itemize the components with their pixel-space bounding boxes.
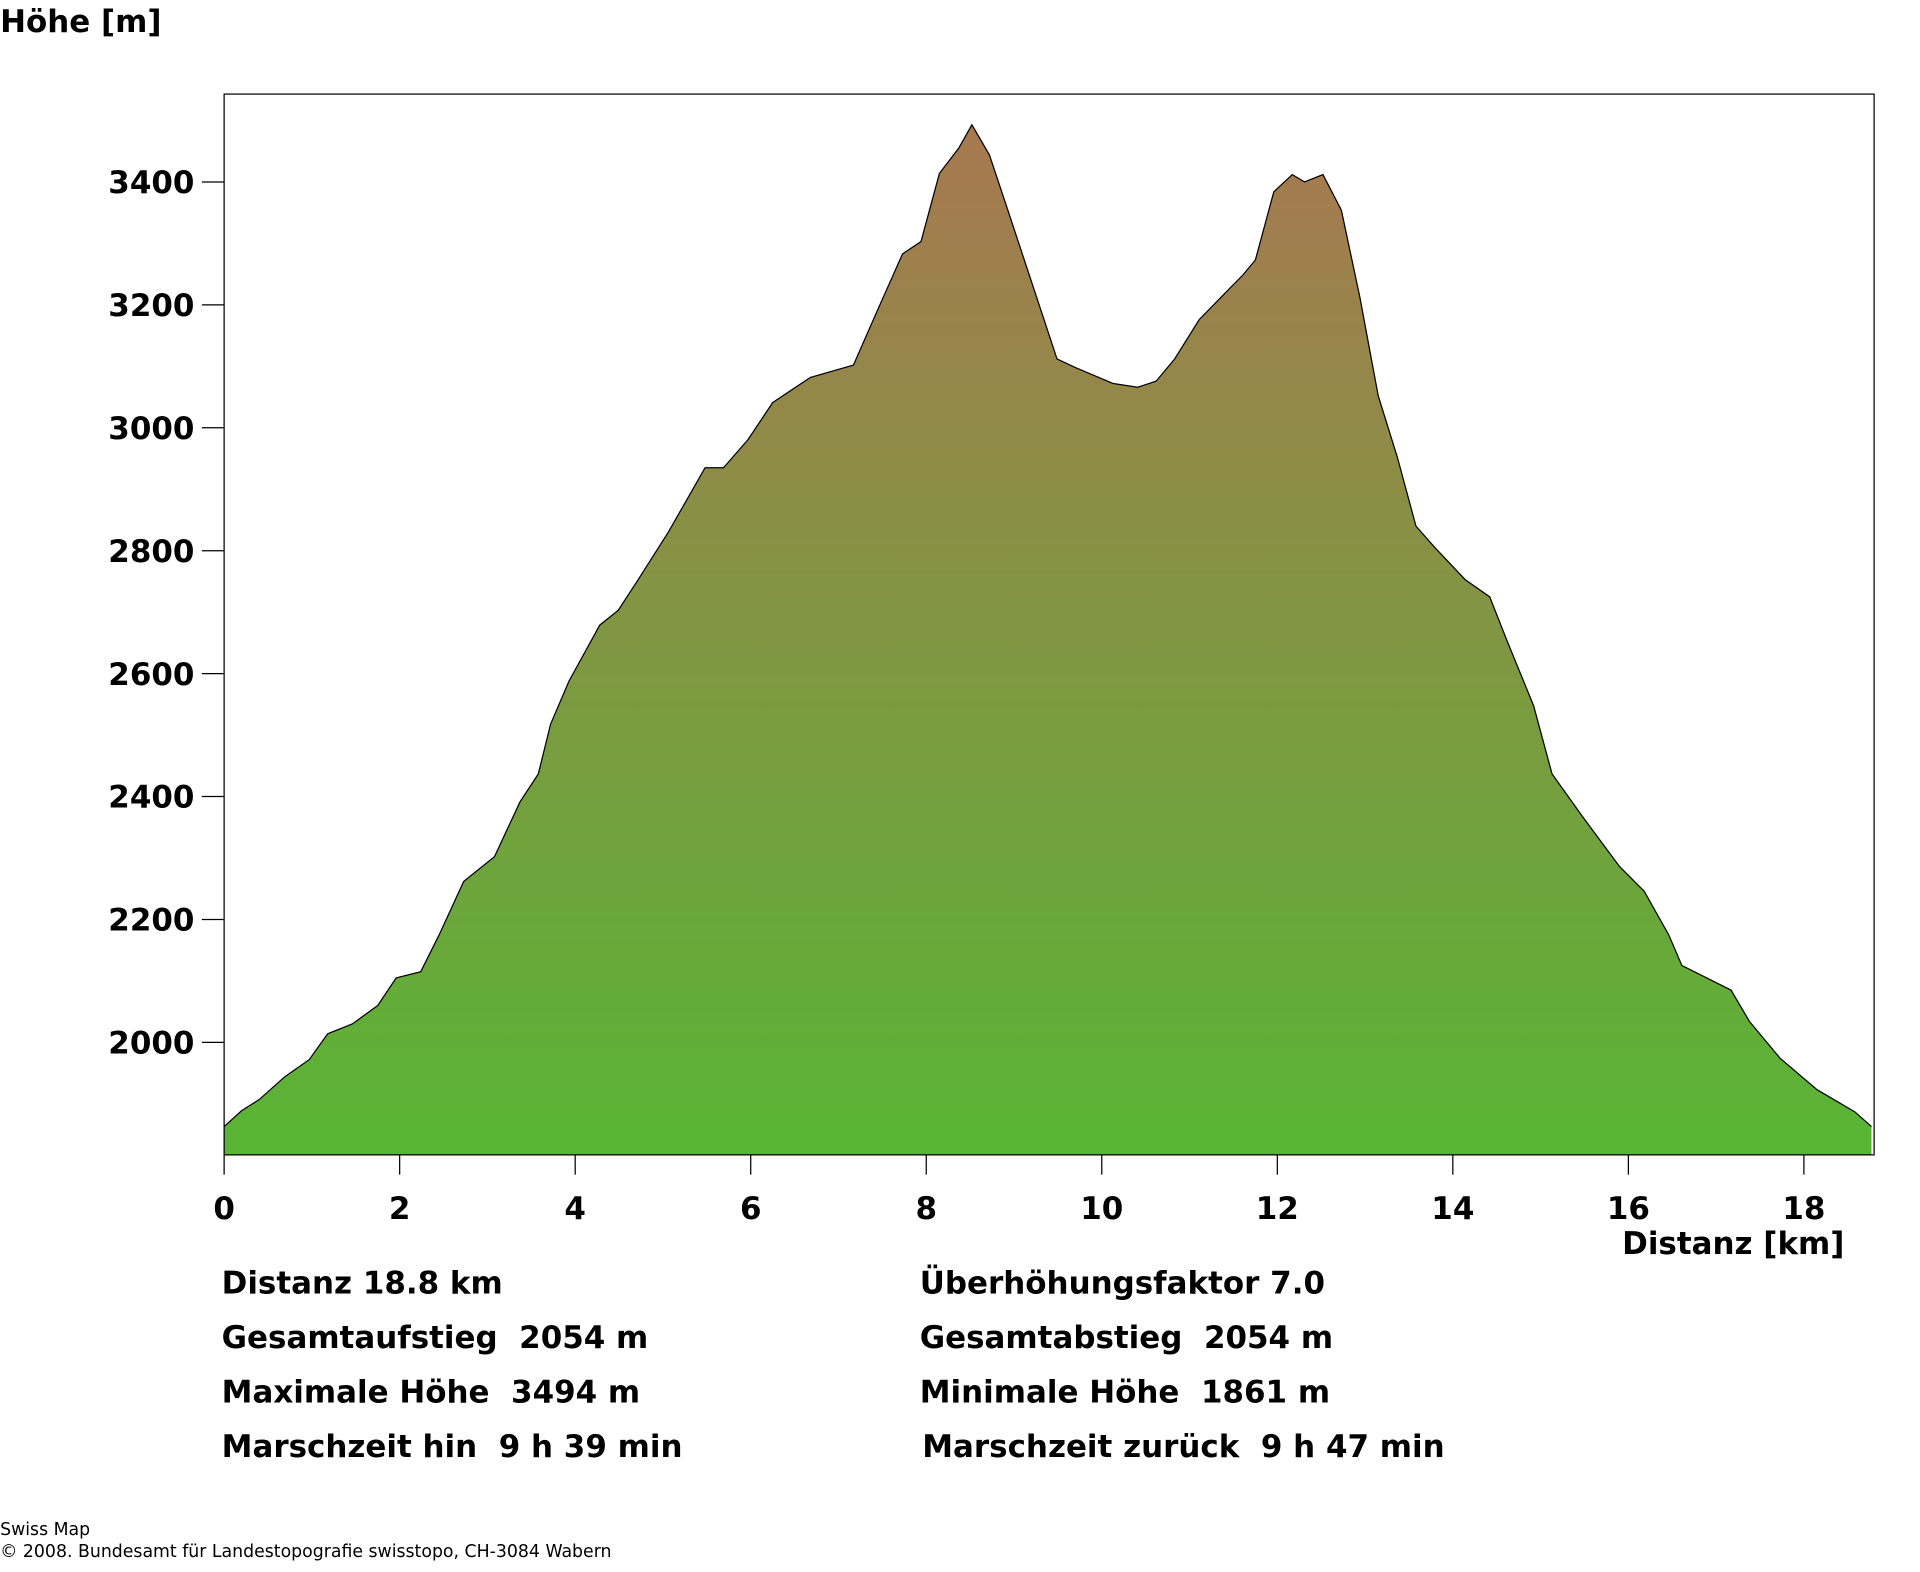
y-tick-label: 2000 <box>108 1026 194 1062</box>
y-axis-label: Höhe [m] <box>0 4 161 40</box>
stat-text: Gesamtaufstieg 2054 m <box>222 1320 649 1356</box>
stat-text: Marschzeit hin 9 h 39 min <box>222 1429 683 1465</box>
area-fill <box>224 124 1872 1155</box>
stat-text: Gesamtabstieg 2054 m <box>920 1320 1333 1356</box>
y-tick-label: 2600 <box>108 657 194 693</box>
x-tick-label: 18 <box>1782 1191 1825 1227</box>
y-tick-label: 2800 <box>108 534 194 570</box>
x-tick-label: 10 <box>1080 1191 1123 1227</box>
x-tick-label: 0 <box>213 1191 235 1227</box>
profile-line <box>223 123 1872 1128</box>
y-tick-label: 2200 <box>108 903 194 939</box>
x-tick-label: 12 <box>1256 1191 1299 1227</box>
x-axis-label: Distanz [km] <box>1622 1226 1844 1262</box>
y-tick-label: 3000 <box>108 411 194 447</box>
plot-frame <box>223 93 1875 1156</box>
x-tick-label: 8 <box>915 1191 937 1227</box>
stat-text: Minimale Höhe 1861 m <box>920 1374 1330 1410</box>
x-tick-label: 14 <box>1431 1191 1474 1227</box>
stat-text: Überhöhungsfaktor 7.0 <box>920 1264 1325 1301</box>
y-tick-label: 3400 <box>108 165 194 201</box>
footer-text: Swiss Map <box>0 1520 90 1540</box>
x-tick-label: 16 <box>1607 1191 1650 1227</box>
stat-text: Marschzeit zurück 9 h 47 min <box>922 1429 1444 1465</box>
y-tick-label: 3200 <box>108 288 194 324</box>
x-tick-label: 2 <box>389 1191 411 1227</box>
stat-text: Distanz 18.8 km <box>222 1265 503 1301</box>
x-tick-label: 4 <box>564 1191 586 1227</box>
footer-text: © 2008. Bundesamt für Landestopografie s… <box>0 1542 611 1562</box>
x-tick-label: 6 <box>740 1191 762 1227</box>
stat-text: Maximale Höhe 3494 m <box>222 1374 641 1410</box>
y-tick-label: 2400 <box>108 780 194 816</box>
